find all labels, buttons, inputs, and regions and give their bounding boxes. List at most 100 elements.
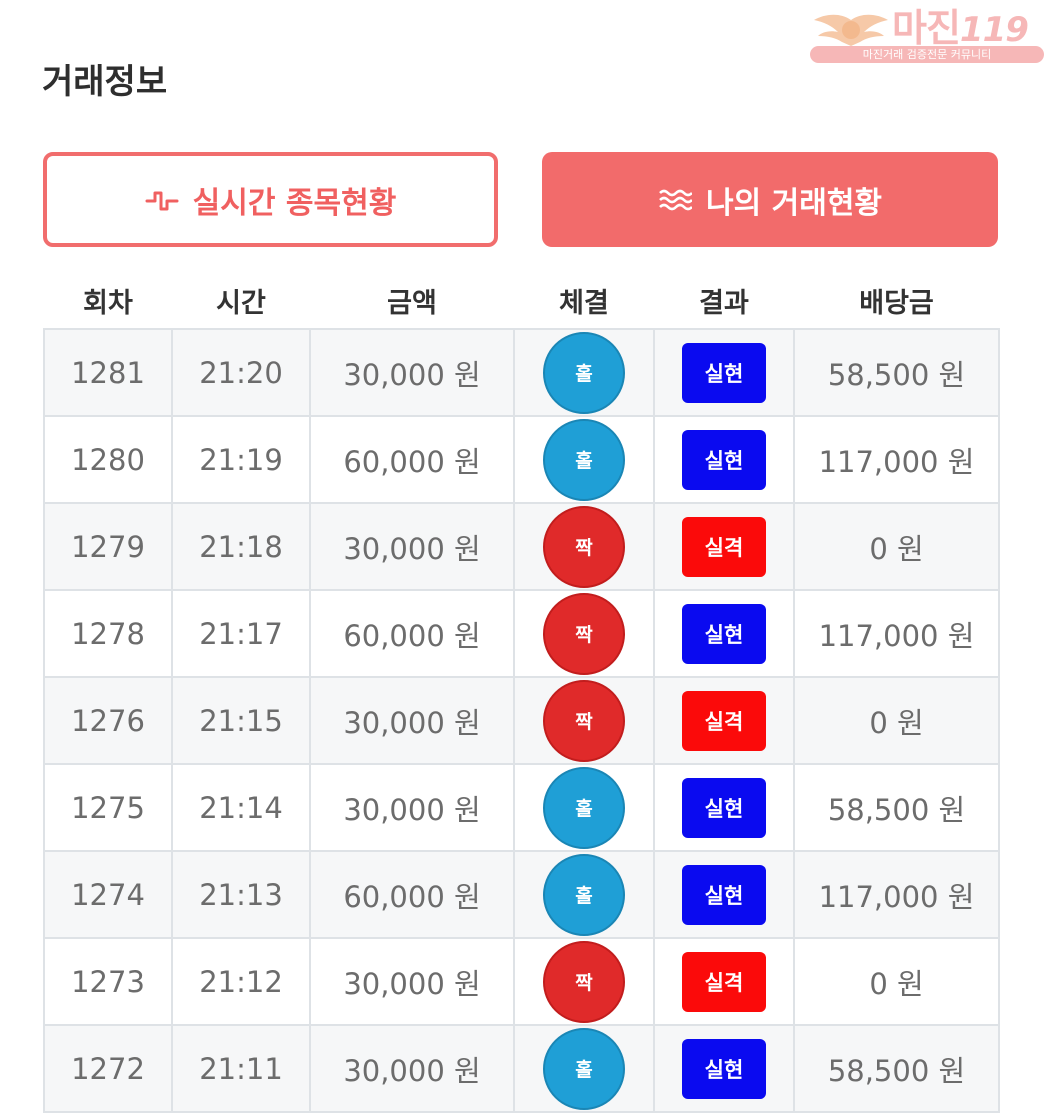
table-row: 1273 21:12 30,000 원 짝 실격 0 원	[43, 937, 1000, 1026]
cell-amount: 60,000 원	[309, 850, 515, 939]
cell-round: 1272	[43, 1024, 173, 1113]
cell-result: 실격	[653, 502, 795, 591]
odd-ball-badge: 홀	[543, 766, 625, 849]
cell-time: 21:18	[171, 502, 311, 591]
cell-time: 21:13	[171, 850, 311, 939]
result-lose-badge: 실격	[682, 951, 766, 1012]
odd-ball-badge: 홀	[543, 1027, 625, 1110]
cell-round: 1273	[43, 937, 173, 1026]
waves-icon	[658, 188, 692, 212]
cell-time: 21:17	[171, 589, 311, 678]
cell-result: 실현	[653, 763, 795, 852]
cell-payout: 117,000 원	[793, 589, 1000, 678]
pulse-icon	[145, 185, 179, 215]
cell-result: 실현	[653, 1024, 795, 1113]
even-ball-badge: 짝	[543, 592, 625, 675]
header-pick: 체결	[559, 287, 609, 319]
cell-pick: 짝	[513, 502, 655, 591]
cell-result: 실격	[653, 937, 795, 1026]
header-amount: 금액	[387, 287, 437, 319]
result-lose-badge: 실격	[682, 516, 766, 577]
cell-pick: 짝	[513, 937, 655, 1026]
cell-result: 실현	[653, 328, 795, 417]
table-row: 1275 21:14 30,000 원 홀 실현 58,500 원	[43, 763, 1000, 852]
odd-ball-badge: 홀	[543, 418, 625, 501]
cell-pick: 홀	[513, 415, 655, 504]
cell-round: 1280	[43, 415, 173, 504]
cell-time: 21:14	[171, 763, 311, 852]
result-win-badge: 실현	[682, 1038, 766, 1099]
watermark-brand: 마진119	[892, 6, 1029, 50]
table-row: 1272 21:11 30,000 원 홀 실현 58,500 원	[43, 1024, 1000, 1113]
cell-result: 실현	[653, 850, 795, 939]
result-win-badge: 실현	[682, 864, 766, 925]
cell-pick: 짝	[513, 589, 655, 678]
cell-time: 21:19	[171, 415, 311, 504]
cell-time: 21:12	[171, 937, 311, 1026]
cell-payout: 58,500 원	[793, 328, 1000, 417]
cell-payout: 0 원	[793, 937, 1000, 1026]
cell-amount: 60,000 원	[309, 589, 515, 678]
cell-result: 실격	[653, 676, 795, 765]
cell-pick: 짝	[513, 676, 655, 765]
table-header-row: 회차 시간 금액 체결 결과 배당금	[44, 272, 999, 329]
cell-result: 실현	[653, 589, 795, 678]
cell-payout: 58,500 원	[793, 763, 1000, 852]
cell-round: 1281	[43, 328, 173, 417]
cell-amount: 30,000 원	[309, 763, 515, 852]
cell-round: 1278	[43, 589, 173, 678]
odd-ball-badge: 홀	[543, 331, 625, 414]
cell-round: 1279	[43, 502, 173, 591]
header-round: 회차	[83, 287, 133, 319]
cell-time: 21:20	[171, 328, 311, 417]
cell-payout: 117,000 원	[793, 850, 1000, 939]
watermark-tagline: 마진거래 검증전문 커뮤니티	[810, 46, 1044, 63]
cell-amount: 30,000 원	[309, 1024, 515, 1113]
cell-amount: 30,000 원	[309, 676, 515, 765]
table-row: 1278 21:17 60,000 원 짝 실현 117,000 원	[43, 589, 1000, 678]
tab-my-trades[interactable]: 나의 거래현황	[542, 152, 998, 247]
page-title: 거래정보	[42, 62, 168, 102]
result-win-badge: 실현	[682, 429, 766, 490]
header-payout: 배당금	[859, 287, 934, 319]
even-ball-badge: 짝	[543, 679, 625, 762]
tab-realtime-status[interactable]: 실시간 종목현황	[43, 152, 498, 247]
result-win-badge: 실현	[682, 342, 766, 403]
table-row: 1279 21:18 30,000 원 짝 실격 0 원	[43, 502, 1000, 591]
even-ball-badge: 짝	[543, 505, 625, 588]
cell-amount: 60,000 원	[309, 415, 515, 504]
cell-round: 1274	[43, 850, 173, 939]
cell-pick: 홀	[513, 850, 655, 939]
table-row: 1276 21:15 30,000 원 짝 실격 0 원	[43, 676, 1000, 765]
cell-time: 21:11	[171, 1024, 311, 1113]
tab-my-trades-label: 나의 거래현황	[705, 185, 883, 221]
header-time: 시간	[216, 287, 266, 319]
result-lose-badge: 실격	[682, 690, 766, 751]
table-row: 1274 21:13 60,000 원 홀 실현 117,000 원	[43, 850, 1000, 939]
watermark-logo: 마진119 마진거래 검증전문 커뮤니티	[810, 6, 1044, 64]
cell-payout: 0 원	[793, 676, 1000, 765]
cell-pick: 홀	[513, 1024, 655, 1113]
table-row: 1281 21:20 30,000 원 홀 실현 58,500 원	[43, 328, 1000, 417]
trade-history-table: 회차 시간 금액 체결 결과 배당금 1281 21:20 30,000 원 홀 실현 5…	[43, 272, 1000, 1113]
cell-time: 21:15	[171, 676, 311, 765]
cell-amount: 30,000 원	[309, 328, 515, 417]
cell-payout: 0 원	[793, 502, 1000, 591]
result-win-badge: 실현	[682, 777, 766, 838]
tab-realtime-label: 실시간 종목현황	[192, 185, 397, 221]
cell-pick: 홀	[513, 328, 655, 417]
cell-pick: 홀	[513, 763, 655, 852]
table-row: 1280 21:19 60,000 원 홀 실현 117,000 원	[43, 415, 1000, 504]
cell-result: 실현	[653, 415, 795, 504]
cell-amount: 30,000 원	[309, 937, 515, 1026]
odd-ball-badge: 홀	[543, 853, 625, 936]
cell-payout: 117,000 원	[793, 415, 1000, 504]
cell-amount: 30,000 원	[309, 502, 515, 591]
cell-round: 1276	[43, 676, 173, 765]
cell-round: 1275	[43, 763, 173, 852]
result-win-badge: 실현	[682, 603, 766, 664]
cell-payout: 58,500 원	[793, 1024, 1000, 1113]
even-ball-badge: 짝	[543, 940, 625, 1023]
header-result: 결과	[699, 287, 749, 319]
wings-logo-icon	[814, 14, 888, 47]
